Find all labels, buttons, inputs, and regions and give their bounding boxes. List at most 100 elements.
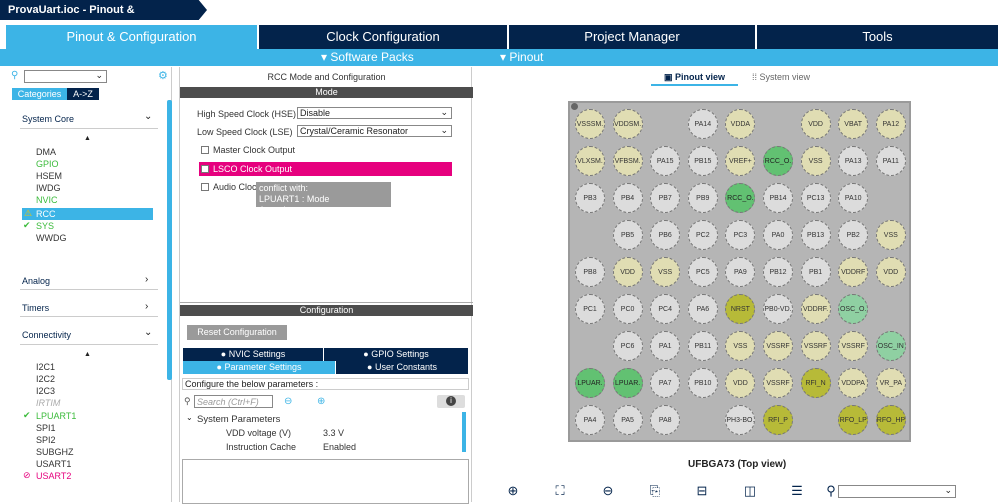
left-scrollbar[interactable] bbox=[167, 100, 172, 380]
pin[interactable]: RFO_HP bbox=[875, 405, 906, 435]
sidebar-item-sys[interactable]: SYS bbox=[36, 221, 55, 231]
pin[interactable]: PH3-BO. bbox=[725, 405, 756, 435]
sidebar-item-rcc[interactable]: ⚠ RCC bbox=[22, 208, 153, 220]
pin[interactable]: VDD bbox=[875, 257, 906, 287]
pin[interactable]: VSSRF bbox=[763, 368, 793, 398]
pin[interactable]: VR_PA bbox=[875, 368, 906, 398]
pin[interactable]: VDDRF bbox=[838, 257, 869, 287]
pin[interactable]: PB3 bbox=[575, 183, 605, 213]
pin[interactable]: PA10 bbox=[838, 183, 869, 213]
pin-search-select[interactable]: ⌄ bbox=[838, 485, 956, 498]
section-timers[interactable]: Timers bbox=[22, 303, 50, 313]
pin[interactable]: PB6 bbox=[650, 220, 681, 250]
export-icon[interactable]: ⎘ bbox=[649, 483, 661, 498]
pin[interactable]: PA8 bbox=[650, 405, 681, 435]
gear-icon[interactable]: ⚙ bbox=[158, 70, 168, 82]
pin[interactable]: RCC_O. bbox=[763, 146, 793, 176]
pin[interactable]: PA13 bbox=[838, 146, 869, 176]
tab-user-constants[interactable]: ● User Constants bbox=[336, 361, 468, 374]
pin[interactable]: PB2 bbox=[838, 220, 869, 250]
pin[interactable]: RFO_LP bbox=[838, 405, 869, 435]
tab-tools[interactable]: Tools bbox=[757, 25, 998, 49]
lsco-row[interactable]: LSCO Clock Output bbox=[199, 162, 452, 176]
section-system-core[interactable]: System Core bbox=[22, 114, 75, 124]
pin[interactable]: OSC_O. bbox=[838, 294, 869, 324]
sort-icon[interactable]: ▲ bbox=[84, 135, 91, 142]
pin[interactable]: PB0-VD. bbox=[763, 294, 793, 324]
category-search-input[interactable]: ⌄ bbox=[24, 70, 107, 83]
pin[interactable]: LPUAR. bbox=[575, 368, 605, 398]
pin[interactable]: VFBSM. bbox=[612, 146, 643, 176]
section-connectivity[interactable]: Connectivity bbox=[22, 330, 72, 340]
pin[interactable]: PC0 bbox=[612, 294, 643, 324]
tab-system-view[interactable]: ⁞⁞ System view bbox=[752, 72, 810, 82]
tab-clock-configuration[interactable]: Clock Configuration bbox=[259, 25, 507, 49]
software-packs-menu[interactable]: ▾ Software Packs bbox=[321, 50, 414, 64]
pin[interactable]: VDD bbox=[800, 109, 831, 139]
lse-select[interactable]: Crystal/Ceramic Resonator ⌄ bbox=[297, 125, 452, 137]
pin[interactable]: PB4 bbox=[612, 183, 643, 213]
pin[interactable]: PB10 bbox=[687, 368, 718, 398]
info-icon[interactable]: i bbox=[437, 395, 465, 408]
layers-icon[interactable]: ☰ bbox=[791, 483, 803, 498]
pin[interactable]: RFI_N bbox=[800, 368, 831, 398]
pin[interactable]: PB8 bbox=[575, 257, 605, 287]
pin[interactable]: VDDSM. bbox=[612, 109, 643, 139]
project-title[interactable]: ProvaUart.ioc - Pinout & Configuration bbox=[0, 0, 207, 20]
audio-checkbox[interactable] bbox=[201, 183, 209, 191]
fit-screen-icon[interactable]: ⛶ bbox=[555, 483, 565, 498]
pin[interactable]: PA6 bbox=[687, 294, 718, 324]
pin[interactable]: PB12 bbox=[763, 257, 793, 287]
sidebar-item-irtim[interactable]: IRTIM bbox=[36, 398, 61, 408]
arrow-left-icon[interactable]: ⊖ bbox=[284, 396, 293, 407]
pin[interactable]: PA15 bbox=[650, 146, 681, 176]
sidebar-item-gpio[interactable]: GPIO bbox=[36, 159, 59, 169]
pin[interactable]: PC3 bbox=[725, 220, 756, 250]
pin[interactable]: VLXSM. bbox=[575, 146, 605, 176]
sidebar-item-spi1[interactable]: SPI1 bbox=[36, 423, 56, 433]
tab-pinout-configuration[interactable]: Pinout & Configuration bbox=[6, 25, 257, 49]
pin[interactable]: PC13 bbox=[800, 183, 831, 213]
sidebar-item-spi2[interactable]: SPI2 bbox=[36, 435, 56, 445]
sidebar-item-subghz[interactable]: SUBGHZ bbox=[36, 447, 74, 457]
save-image-icon[interactable]: ⊟ bbox=[696, 483, 708, 498]
pin[interactable]: PA12 bbox=[875, 109, 906, 139]
pin[interactable]: VSS bbox=[725, 331, 756, 361]
sidebar-item-hsem[interactable]: HSEM bbox=[36, 171, 63, 181]
pin[interactable]: PA1 bbox=[650, 331, 681, 361]
tab-pinout-view[interactable]: ▣ Pinout view bbox=[664, 72, 725, 83]
reset-configuration-button[interactable]: Reset Configuration bbox=[187, 325, 287, 340]
zoom-out-icon[interactable]: ⊖ bbox=[602, 483, 614, 498]
zoom-in-icon[interactable]: ⊕ bbox=[507, 483, 519, 498]
pin[interactable]: VREF+ bbox=[725, 146, 756, 176]
pin[interactable]: PC6 bbox=[612, 331, 643, 361]
pin[interactable]: VSSSM. bbox=[575, 109, 605, 139]
tab-gpio-settings[interactable]: ● GPIO Settings bbox=[324, 348, 468, 361]
pin[interactable]: VDDA bbox=[725, 109, 756, 139]
pin[interactable]: PA4 bbox=[575, 405, 605, 435]
chevron-right-icon[interactable]: › bbox=[145, 301, 149, 312]
pin[interactable]: VSSRF bbox=[838, 331, 869, 361]
pinout-menu[interactable]: ▾ Pinout bbox=[500, 50, 544, 64]
pin[interactable]: PC2 bbox=[687, 220, 718, 250]
pin[interactable]: VDDPA bbox=[838, 368, 869, 398]
icache-value[interactable]: Enabled bbox=[323, 442, 357, 452]
chevron-down-icon[interactable]: ⌄ bbox=[186, 413, 193, 422]
search-icon[interactable]: ⚲ bbox=[826, 483, 836, 498]
pin[interactable]: PB15 bbox=[687, 146, 718, 176]
tab-a-z[interactable]: A->Z bbox=[67, 88, 99, 100]
chevron-down-icon[interactable]: ⌄ bbox=[144, 327, 153, 338]
splitter[interactable] bbox=[180, 302, 473, 303]
sidebar-item-nvic[interactable]: NVIC bbox=[36, 195, 58, 205]
arrow-right-icon[interactable]: ⊕ bbox=[317, 396, 326, 407]
hse-select[interactable]: Disable ⌄ bbox=[297, 107, 452, 119]
sidebar-item-i2c2[interactable]: I2C2 bbox=[36, 374, 56, 384]
parameter-search-input[interactable]: Search (Ctrl+F) bbox=[194, 395, 273, 408]
pin[interactable]: VSS bbox=[875, 220, 906, 250]
lsco-checkbox[interactable] bbox=[201, 165, 209, 173]
pin[interactable]: VBAT bbox=[838, 109, 869, 139]
pin[interactable]: PB11 bbox=[687, 331, 718, 361]
pin[interactable]: PA14 bbox=[687, 109, 718, 139]
tab-parameter-settings[interactable]: ● Parameter Settings bbox=[183, 361, 335, 374]
tab-categories[interactable]: Categories bbox=[12, 88, 67, 100]
